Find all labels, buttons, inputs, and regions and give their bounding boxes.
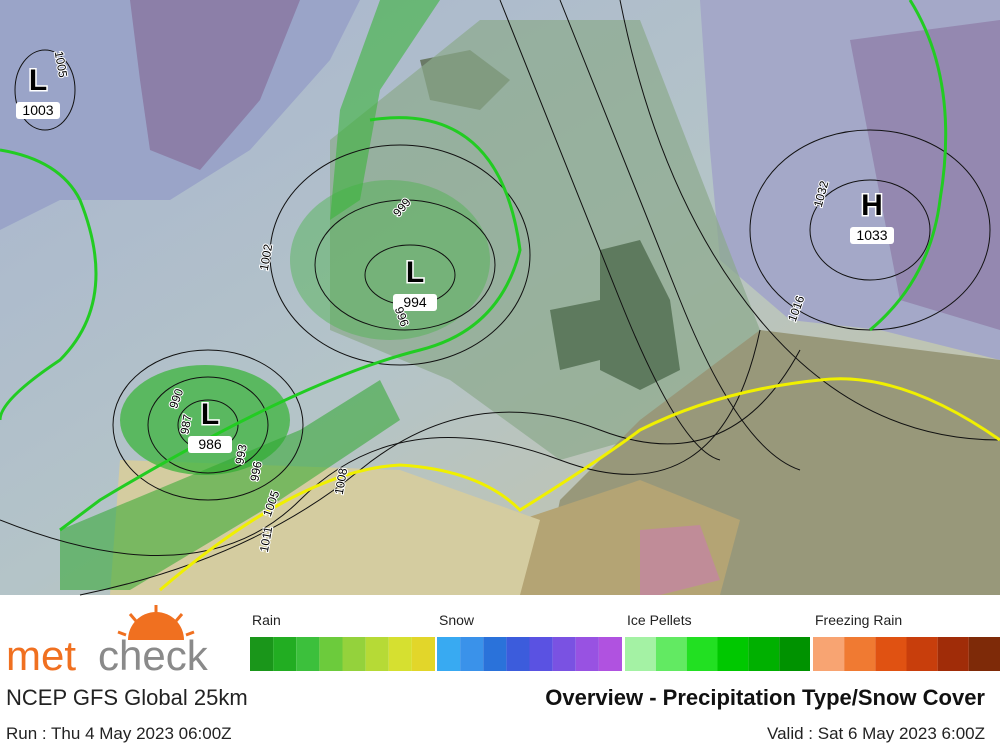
rain-band-north	[330, 0, 440, 220]
isobar-label: 1005	[52, 50, 70, 79]
isobar	[112, 349, 304, 501]
isobar	[79, 349, 801, 596]
isobar-label: 1011	[257, 525, 275, 553]
legend-swatch	[655, 637, 687, 671]
greenland-ice	[130, 0, 300, 170]
logo-met: met	[6, 632, 76, 679]
legend-swatch	[483, 637, 507, 671]
logo-rays	[117, 605, 195, 637]
run-time: Run : Thu 4 May 2023 06:00Z	[6, 724, 232, 743]
front-line	[0, 148, 98, 421]
legend-swatch	[844, 637, 876, 671]
legend-swatch	[906, 637, 938, 671]
isobar	[269, 144, 531, 366]
valid-time: Valid : Sat 6 May 2023 6:00Z	[767, 724, 985, 743]
isobar	[809, 179, 931, 281]
pressure-symbol: L	[201, 398, 219, 431]
legend-swatch	[937, 637, 969, 671]
legend-swatch	[875, 637, 907, 671]
legend-label: Rain	[252, 612, 281, 628]
isobar	[147, 376, 269, 474]
legend-swatch	[779, 637, 810, 671]
map	[0, 0, 1000, 596]
logo-check: check	[98, 632, 209, 679]
legend-swatch	[460, 637, 484, 671]
chart-title: Overview - Precipitation Type/Snow Cover	[545, 685, 985, 710]
legend-label: Ice Pellets	[627, 612, 692, 628]
legend-swatch	[437, 637, 461, 671]
pressure-box	[16, 102, 60, 119]
pressure-box	[850, 227, 894, 244]
pressure-symbol: L	[29, 64, 47, 97]
isobar	[559, 0, 801, 471]
isobar-label: 1002	[257, 243, 275, 272]
finland-snow	[850, 20, 1000, 330]
rain-low-986	[120, 365, 290, 475]
legend-swatch	[296, 637, 320, 671]
ireland	[550, 300, 600, 370]
logo: met check	[6, 605, 209, 679]
legend-swatch	[319, 637, 343, 671]
africa-warm	[640, 525, 720, 595]
legend-label: Snow	[439, 612, 475, 628]
isobar-label: 1008	[332, 467, 350, 496]
legend-swatch	[813, 637, 845, 671]
legend-swatch	[529, 637, 553, 671]
isobar-label: 993	[232, 443, 249, 465]
isobar	[0, 329, 761, 556]
legend-swatch	[717, 637, 749, 671]
pressure-value: 986	[198, 436, 222, 452]
front-line	[59, 116, 522, 532]
pressure-box	[188, 436, 232, 453]
isobar	[499, 0, 721, 461]
legend-swatch	[625, 637, 656, 671]
legend-swatch	[342, 637, 366, 671]
freezing-level-line	[159, 377, 1000, 592]
pressure-value: 1003	[22, 102, 53, 118]
legend-swatch	[748, 637, 780, 671]
legend-swatch	[365, 637, 389, 671]
great-britain	[600, 240, 680, 390]
legend-swatch	[598, 637, 622, 671]
legend-swatch	[686, 637, 718, 671]
legend-swatch	[250, 637, 274, 671]
pressure-value: 1033	[856, 227, 887, 243]
legend-swatch	[575, 637, 599, 671]
isobar-label: 987	[177, 413, 194, 435]
pressure-value: 994	[403, 294, 427, 310]
front-line	[869, 0, 948, 332]
pressure-symbol: H	[861, 189, 883, 222]
legend-swatch	[273, 637, 297, 671]
legend-swatch	[411, 637, 435, 671]
pressure-symbol: L	[406, 256, 424, 289]
legend: Rain Snow Ice Pellets Freezing Rain	[250, 612, 1000, 671]
isobar-label: 996	[247, 460, 264, 482]
legend-swatch	[506, 637, 530, 671]
legend-swatch	[968, 637, 1000, 671]
isobar	[619, 0, 1000, 441]
logo-sun	[128, 612, 184, 640]
legend-swatch	[552, 637, 576, 671]
legend-label: Freezing Rain	[815, 612, 902, 628]
isobar	[314, 199, 496, 331]
pressure-box	[393, 294, 437, 311]
legend-swatch	[388, 637, 412, 671]
model-name: NCEP GFS Global 25km	[6, 685, 248, 710]
rain-band	[60, 380, 400, 590]
isobar	[14, 49, 76, 131]
